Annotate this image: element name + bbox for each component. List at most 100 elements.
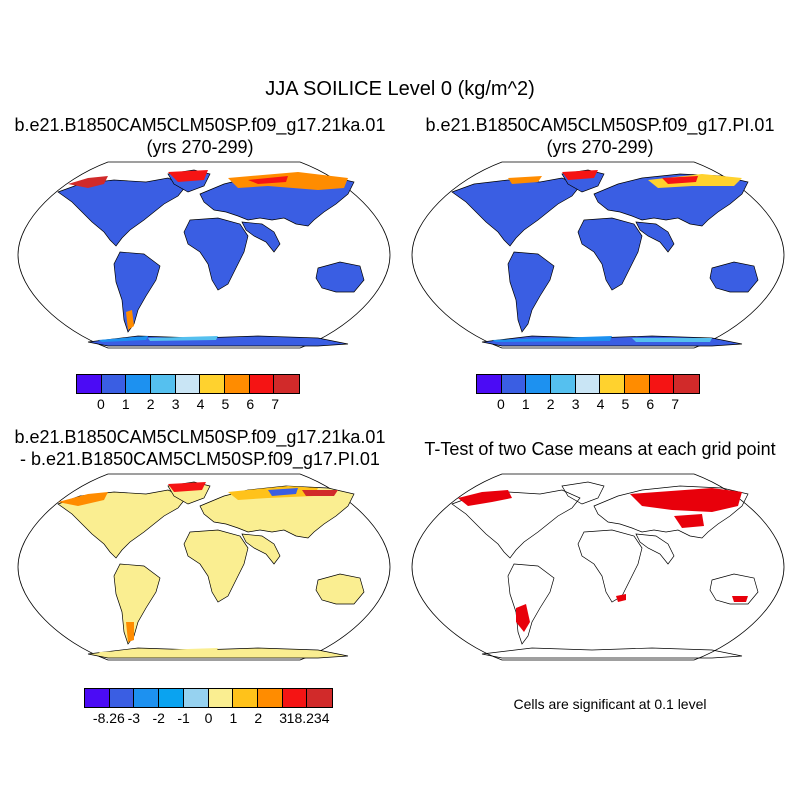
- panel-2-title-line2: (yrs 270-299): [546, 137, 654, 157]
- colorbar-swatch: [551, 375, 576, 393]
- soilice-region: [98, 648, 218, 654]
- figure-title: JJA SOILICE Level 0 (kg/m^2): [265, 78, 535, 100]
- colorbar-tick-label: 2: [546, 396, 555, 412]
- panel-3-title: b.e21.B1850CAM5CLM50SP.f09_g17.21ka.01 -…: [0, 426, 400, 470]
- panel-3-title-line1: b.e21.B1850CAM5CLM50SP.f09_g17.21ka.01: [14, 427, 386, 447]
- continent-south-america: [507, 563, 555, 645]
- soilice-region: [58, 492, 108, 506]
- colorbar-swatch: [159, 689, 184, 707]
- continent-greenland: [561, 481, 605, 505]
- colorbar-swatch: [575, 375, 601, 393]
- colorbar-tick-label: 4: [196, 396, 205, 412]
- soilice-region: [616, 594, 626, 602]
- map-panel-difference: [17, 473, 391, 661]
- colorbar-tick-label: 0: [96, 396, 105, 412]
- colorbar-tick-label: 7: [271, 396, 280, 412]
- map-panel-21ka: [17, 161, 391, 349]
- colorbar-tick-label: -1: [177, 710, 190, 726]
- soilice-region: [126, 622, 134, 642]
- soilice-region: [662, 176, 698, 184]
- soilice-region: [674, 514, 704, 528]
- continent-north-america: [451, 489, 581, 559]
- soilice-region: [98, 336, 148, 342]
- colorbar-swatch: [101, 375, 127, 393]
- colorbar-tick-label: 3: [571, 396, 580, 412]
- colorbar-tick-label: 1: [121, 396, 130, 412]
- soilice-region: [632, 338, 712, 342]
- colorbar-tick-label: 3: [279, 710, 288, 726]
- continent-arabia-india: [635, 221, 675, 253]
- colorbar-tick-label: 5: [221, 396, 230, 412]
- colorbar-tick-label: -2: [152, 710, 165, 726]
- colorbar-tick-label: 5: [621, 396, 630, 412]
- colorbar-tick-label: 7: [671, 396, 680, 412]
- continent-antarctica: [481, 647, 743, 659]
- colorbar-tick-label: 0: [496, 396, 505, 412]
- continent-north-america: [57, 489, 187, 559]
- soilice-region: [268, 488, 298, 496]
- colorbar-swatch: [183, 689, 209, 707]
- colorbar-tick-label: 1: [229, 710, 238, 726]
- panel-4-title: T-Test of two Case means at each grid po…: [400, 438, 800, 460]
- soilice-region: [126, 310, 134, 330]
- soilice-region: [302, 490, 338, 496]
- colorbar-swatch: [134, 689, 160, 707]
- colorbar-swatch: [649, 375, 675, 393]
- colorbar-swatch: [77, 375, 102, 393]
- colorbar-swatch: [126, 375, 152, 393]
- colorbar-tick-label: 0: [204, 710, 213, 726]
- continent-africa: [183, 217, 249, 291]
- panel-1-title: b.e21.B1850CAM5CLM50SP.f09_g17.21ka.01 (…: [0, 114, 400, 158]
- colorbar-swatch: [600, 375, 626, 393]
- soilice-region: [562, 170, 598, 180]
- colorbar-panel-3: -8.26 -3 -2 -1 0 1 2 3 18.234: [84, 688, 333, 726]
- colorbar-swatch: [501, 375, 527, 393]
- colorbar-swatch: [151, 375, 176, 393]
- colorbar-tick-label: -8.26: [92, 710, 125, 726]
- soilice-region: [492, 336, 612, 342]
- soilice-region: [148, 336, 218, 341]
- continent-australia: [315, 261, 365, 293]
- continent-arabia-india: [635, 533, 675, 565]
- continent-north-america: [57, 177, 187, 247]
- colorbar-swatch: [307, 689, 333, 707]
- panel-3-title-line2: - b.e21.B1850CAM5CLM50SP.f09_g17.PI.01: [20, 449, 380, 469]
- panel-1-title-line2: (yrs 270-299): [146, 137, 254, 157]
- colorbar-swatch: [257, 689, 283, 707]
- colorbar-swatch: [477, 375, 502, 393]
- continent-eurasia: [593, 485, 749, 539]
- soilice-region: [68, 176, 108, 188]
- soilice-region: [630, 488, 742, 512]
- soilice-region: [168, 482, 206, 492]
- continent-arabia-india: [241, 533, 281, 565]
- colorbar-tick-label: 1: [521, 396, 530, 412]
- colorbar-swatch: [85, 689, 110, 707]
- colorbar-swatch: [175, 375, 201, 393]
- colorbar-swatch: [208, 689, 234, 707]
- soilice-region: [228, 172, 348, 190]
- colorbar-tick-label: 6: [246, 396, 255, 412]
- colorbar-tick-label: 4: [596, 396, 605, 412]
- colorbar-swatch: [526, 375, 552, 393]
- continent-antarctica: [87, 335, 349, 347]
- continent-australia: [709, 261, 759, 293]
- colorbar-swatch: [109, 689, 135, 707]
- soilice-region: [508, 176, 542, 184]
- panel-2-title-line1: b.e21.B1850CAM5CLM50SP.f09_g17.PI.01: [425, 115, 775, 135]
- continent-africa: [577, 217, 643, 291]
- map-panel-ttest: [411, 473, 785, 661]
- continent-south-america: [113, 251, 161, 333]
- continent-eurasia: [593, 173, 749, 227]
- colorbar-swatch: [282, 689, 308, 707]
- colorbar-swatch: [274, 375, 300, 393]
- soilice-region: [248, 176, 288, 184]
- colorbar-swatch: [225, 375, 250, 393]
- colorbar-tick-label: 2: [254, 710, 263, 726]
- continent-south-america: [507, 251, 555, 333]
- soilice-region: [458, 490, 512, 506]
- continent-australia: [315, 573, 365, 605]
- colorbar-swatch: [249, 375, 275, 393]
- continent-africa: [183, 529, 249, 603]
